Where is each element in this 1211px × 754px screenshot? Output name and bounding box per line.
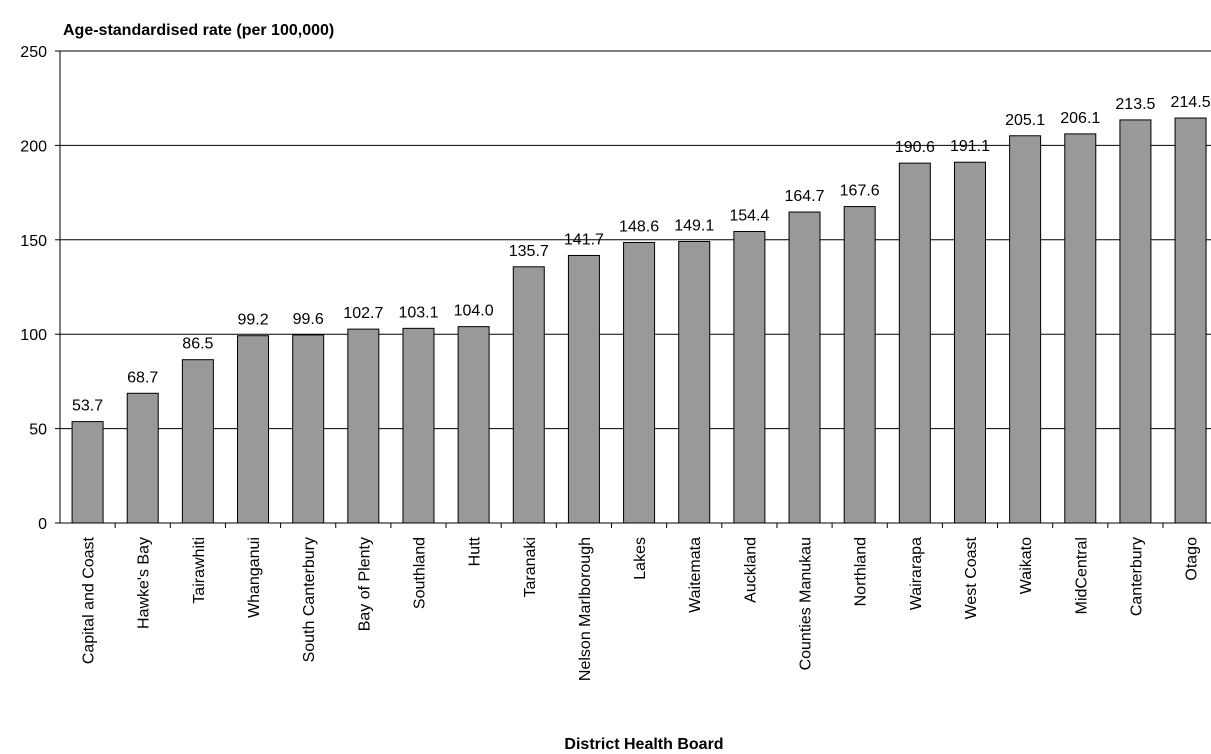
bar	[237, 335, 270, 524]
bar	[512, 266, 545, 524]
bar	[843, 206, 876, 524]
data-label: 103.1	[398, 304, 438, 321]
axes	[55, 50, 1211, 528]
bar	[733, 230, 766, 524]
x-category-label: Counties Manukau	[798, 537, 815, 670]
data-label: 99.2	[237, 312, 268, 329]
y-tick-label: 250	[20, 44, 47, 61]
bar	[623, 241, 656, 524]
bar	[126, 392, 159, 524]
data-label: 167.6	[840, 183, 880, 200]
x-category-label: Taranaki	[522, 537, 539, 597]
y-tick-label: 200	[20, 138, 47, 155]
x-category-label: Waitemata	[687, 537, 704, 613]
bar	[1064, 133, 1097, 524]
x-category-label: Whanganui	[246, 537, 263, 618]
bar	[1009, 135, 1042, 524]
data-label: 102.7	[343, 305, 383, 322]
data-label: 154.4	[729, 207, 769, 224]
x-category-label: Otago	[1184, 537, 1201, 581]
data-label: 206.1	[1060, 110, 1100, 127]
bar	[71, 421, 104, 524]
x-category-label: West Coast	[963, 536, 980, 619]
x-category-label: Hawke's Bay	[136, 537, 153, 629]
bars	[71, 117, 1207, 524]
labels: 0 50 100 150 200 250 53.7 Capital and Coast 68.7…	[20, 44, 1210, 681]
bar	[347, 328, 380, 524]
data-label: 214.5	[1171, 94, 1211, 111]
x-category-label: Capital and Coast	[81, 536, 98, 664]
bar	[292, 334, 325, 524]
x-category-label: Nelson Marlborough	[577, 537, 594, 681]
x-category-label: Auckland	[742, 537, 759, 603]
x-category-label: Waikato	[1018, 537, 1035, 594]
data-label: 191.1	[950, 138, 990, 155]
x-category-label: Hutt	[467, 536, 484, 566]
data-label: 68.7	[127, 369, 158, 386]
bar	[402, 327, 435, 524]
x-category-label: South Canterbury	[301, 537, 318, 662]
x-category-label: Bay of Plenty	[356, 537, 373, 631]
data-label: 99.6	[293, 311, 324, 328]
bar	[898, 162, 931, 524]
data-label: 148.6	[619, 218, 659, 235]
bar	[1174, 117, 1207, 524]
y-tick-label: 100	[20, 327, 47, 344]
x-category-label: Wairarapa	[908, 537, 925, 610]
x-category-label: Canterbury	[1128, 537, 1145, 616]
x-category-label: Lakes	[632, 537, 649, 580]
x-axis-title: District Health Board	[564, 736, 723, 753]
data-label: 135.7	[509, 243, 549, 260]
y-tick-label: 150	[20, 233, 47, 250]
x-category-label: Tairawhiti	[191, 537, 208, 604]
bar	[1119, 119, 1152, 524]
bar	[457, 326, 490, 524]
data-label: 190.6	[895, 139, 935, 156]
data-label: 205.1	[1005, 112, 1045, 129]
y-tick-label: 50	[29, 422, 47, 439]
bar	[678, 240, 711, 524]
bar	[788, 211, 821, 524]
data-label: 86.5	[182, 336, 213, 353]
bar	[567, 254, 600, 524]
data-label: 104.0	[454, 303, 494, 320]
data-label: 141.7	[564, 231, 604, 248]
data-label: 164.7	[785, 188, 825, 205]
x-category-label: Southland	[411, 537, 428, 609]
data-label: 149.1	[674, 217, 714, 234]
y-axis-title: Age-standardised rate (per 100,000)	[63, 22, 334, 39]
data-label: 53.7	[72, 398, 103, 415]
data-label: 213.5	[1115, 96, 1155, 113]
bar	[953, 161, 986, 524]
bar	[181, 359, 214, 524]
y-tick-label: 0	[38, 516, 47, 533]
x-category-label: MidCentral	[1073, 537, 1090, 614]
x-category-label: Northland	[853, 537, 870, 606]
